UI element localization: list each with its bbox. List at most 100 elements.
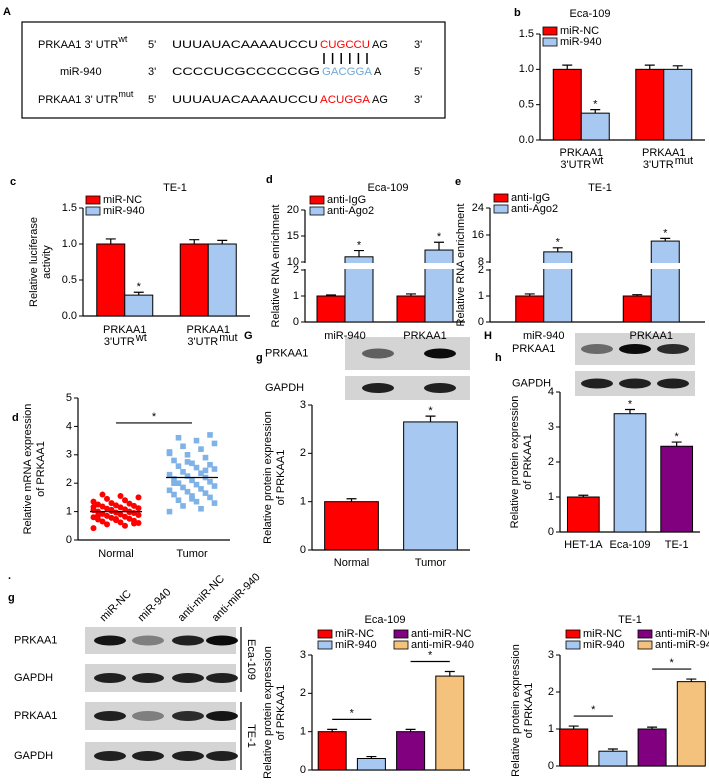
blot-band bbox=[132, 673, 164, 683]
binding-site: GACGGA bbox=[322, 66, 373, 78]
data-point bbox=[184, 459, 191, 465]
data-point bbox=[184, 473, 191, 479]
data-point bbox=[198, 505, 204, 512]
blot-band bbox=[94, 711, 126, 721]
data-point bbox=[108, 500, 115, 507]
sequence-end: 5' bbox=[148, 39, 156, 51]
legend-label: anti-Ago2 bbox=[327, 205, 374, 217]
error-bar bbox=[632, 294, 643, 296]
legend-label: anti-miR-940 bbox=[411, 639, 474, 651]
significance-label: * bbox=[357, 239, 362, 251]
data-point bbox=[184, 452, 191, 458]
data-point bbox=[126, 500, 133, 507]
blot-band bbox=[172, 673, 204, 683]
data-point bbox=[175, 480, 182, 486]
blot-row-label: GAPDH bbox=[14, 750, 53, 762]
sequence-end: 5' bbox=[414, 66, 422, 78]
x-tick-label: HET-1A bbox=[564, 539, 603, 551]
data-point bbox=[211, 483, 218, 489]
data-point bbox=[99, 503, 106, 510]
error-bar bbox=[552, 247, 563, 252]
legend-label: miR-940 bbox=[560, 36, 602, 48]
legend-swatch bbox=[565, 629, 581, 639]
y-tick-label: 0 bbox=[300, 764, 306, 776]
blot-band bbox=[94, 673, 126, 683]
chart-title: Eca-109 bbox=[365, 614, 406, 626]
bar bbox=[622, 295, 652, 323]
bar bbox=[552, 68, 582, 141]
data-point bbox=[211, 440, 218, 447]
y-tick-label: 5 bbox=[66, 392, 72, 404]
y-tick-label: 2 bbox=[478, 264, 484, 276]
blot-band bbox=[657, 378, 689, 389]
bar bbox=[424, 249, 454, 323]
legend-label: anti-IgG bbox=[511, 192, 550, 204]
sequence-end: 3' bbox=[148, 66, 156, 78]
legend-swatch bbox=[317, 640, 333, 650]
blot-band bbox=[172, 635, 204, 646]
data-point bbox=[166, 487, 173, 494]
y-tick-label: 15 bbox=[287, 230, 299, 242]
error-bar bbox=[434, 241, 444, 251]
error-bar bbox=[217, 239, 228, 244]
sequence-end: 3' bbox=[414, 94, 422, 106]
panel-label: g bbox=[8, 592, 15, 604]
y-tick-label: 1 bbox=[300, 726, 306, 738]
x-tick-label: PRKAA1 bbox=[103, 324, 146, 336]
y-tick-label: 0 bbox=[548, 760, 554, 772]
y-tick-label: 0.0 bbox=[519, 134, 534, 146]
x-tick-label: Eca-109 bbox=[610, 539, 651, 551]
error-bar bbox=[326, 294, 336, 296]
y-axis-label: of PRKAA1 bbox=[275, 685, 287, 741]
legend-swatch bbox=[309, 206, 325, 216]
blot-band bbox=[424, 348, 456, 359]
error-bar bbox=[354, 249, 364, 257]
y-tick-label: 8 bbox=[478, 256, 484, 268]
sequence-name-superscript: mut bbox=[118, 89, 134, 99]
y-axis-label: Relative RNA enrichment bbox=[455, 204, 467, 327]
sequence-name: miR-940 bbox=[60, 66, 102, 78]
x-tick-label: Tumor bbox=[176, 548, 208, 560]
data-point bbox=[207, 494, 213, 501]
y-axis-label: of PRKAA1 bbox=[523, 683, 535, 739]
bar bbox=[396, 295, 426, 323]
panel-label: A bbox=[3, 6, 11, 18]
y-tick-label: 3 bbox=[548, 649, 554, 661]
blot-band bbox=[362, 383, 394, 393]
y-tick-label: 4 bbox=[548, 386, 554, 398]
data-point bbox=[166, 508, 173, 515]
error-bar bbox=[425, 415, 436, 422]
panel-label: d bbox=[12, 412, 19, 424]
significance-label: * bbox=[670, 657, 675, 669]
data-point bbox=[90, 498, 97, 505]
data-point bbox=[135, 494, 142, 501]
blot-band bbox=[619, 344, 651, 354]
significance-label: * bbox=[137, 281, 142, 293]
data-point bbox=[117, 492, 124, 499]
y-tick-label: 0 bbox=[66, 534, 72, 546]
y-axis-label: Relative mRNA expression bbox=[22, 404, 34, 535]
bar bbox=[324, 501, 379, 551]
legend-swatch bbox=[493, 204, 509, 214]
error-bar bbox=[607, 748, 618, 752]
y-tick-label: 2 bbox=[300, 447, 306, 459]
error-bar bbox=[444, 670, 455, 677]
bar bbox=[179, 243, 209, 317]
bar bbox=[124, 294, 154, 317]
data-point bbox=[202, 490, 209, 496]
data-point bbox=[95, 501, 101, 508]
data-point bbox=[198, 486, 204, 492]
data-point bbox=[108, 514, 115, 521]
y-tick-label: 3 bbox=[300, 399, 306, 411]
legend-label: miR-NC bbox=[103, 194, 142, 206]
error-bar bbox=[133, 291, 144, 296]
y-axis-label: of PRKAA1 bbox=[522, 434, 534, 490]
y-tick-label: 0 bbox=[300, 544, 306, 556]
data-point bbox=[135, 519, 142, 526]
y-axis-label: activity bbox=[41, 245, 53, 279]
error-bar bbox=[578, 494, 589, 497]
error-bar bbox=[327, 728, 338, 732]
y-tick-label: 0.5 bbox=[62, 274, 77, 286]
legend-swatch bbox=[85, 206, 101, 216]
